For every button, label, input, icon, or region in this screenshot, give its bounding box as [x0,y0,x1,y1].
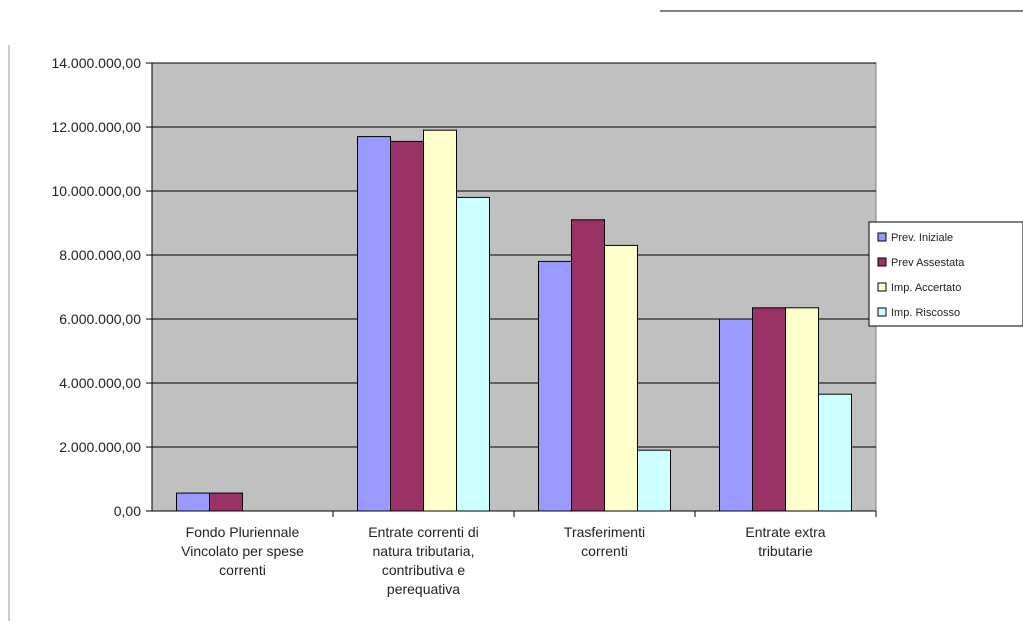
x-tick-label-line: perequativa [387,581,460,597]
y-tick-label: 4.000.000,00 [59,375,141,391]
legend-swatch [877,282,887,292]
x-tick-label-line: Trasferimenti [564,524,645,540]
x-tick-label: Trasferimenti correnti [564,524,645,559]
x-tick-label: Fondo Pluriennale Vincolato per spese corr… [181,524,304,578]
bar [752,307,786,512]
y-tick-label: 2.000.000,00 [59,439,141,455]
bars [176,129,877,517]
x-tick-label-line: Vincolato per spese [181,543,304,559]
legend: Prev. Iniziale Prev Assestata Imp. Accerta… [868,221,1023,327]
x-tick-label-line: correnti [219,562,266,578]
x-tick-labels: Fondo Pluriennale Vincolato per spese corr… [181,524,826,597]
legend-label: Imp. Accertato [891,282,961,294]
y-tick-label: 6.000.000,00 [59,311,141,327]
bar [719,318,753,512]
y-tick-label: 12.000.000,00 [51,119,141,135]
bar [538,260,572,512]
legend-label: Prev Assestata [891,257,965,269]
x-tick-label-line: tributarie [758,543,813,559]
bar [604,244,638,512]
x-tick-label-line: Entrate extra [745,524,825,540]
legend-label: Imp. Riscosso [891,307,960,319]
x-tick-label-line: natura tributaria, [373,543,475,559]
bar [209,492,243,512]
y-tick-label: 0,00 [114,503,141,519]
bar [357,136,391,512]
x-tick-label: Entrate extra tributarie [745,524,825,559]
x-tick-label-line: Entrate correnti di [368,524,479,540]
legend-label: Prev. Iniziale [891,232,953,244]
bar [390,140,424,512]
bar [176,492,210,512]
x-tick-label-line: Fondo Pluriennale [186,524,300,540]
y-tick-label: 14.000.000,00 [51,55,141,71]
x-tick-label: Entrate correnti di natura tributaria, con… [368,524,479,597]
legend-swatch [877,307,887,317]
bar [571,219,605,512]
legend-items: Prev. Iniziale Prev Assestata Imp. Accerta… [877,232,965,319]
bar [637,449,671,512]
legend-swatch [877,232,887,242]
y-tick-labels: 0,00 2.000.000,00 4.000.000,00 6.000.000,00… [51,55,141,519]
bar [423,129,457,512]
bar [785,307,819,512]
y-tick-label: 8.000.000,00 [59,247,141,263]
x-tick-label-line: correnti [581,543,628,559]
y-tick-label: 10.000.000,00 [51,183,141,199]
legend-box [868,221,1023,327]
legend-swatch [877,257,887,267]
bar [818,393,852,512]
x-tick-label-line: contributiva e [382,562,465,578]
bar [456,196,490,512]
